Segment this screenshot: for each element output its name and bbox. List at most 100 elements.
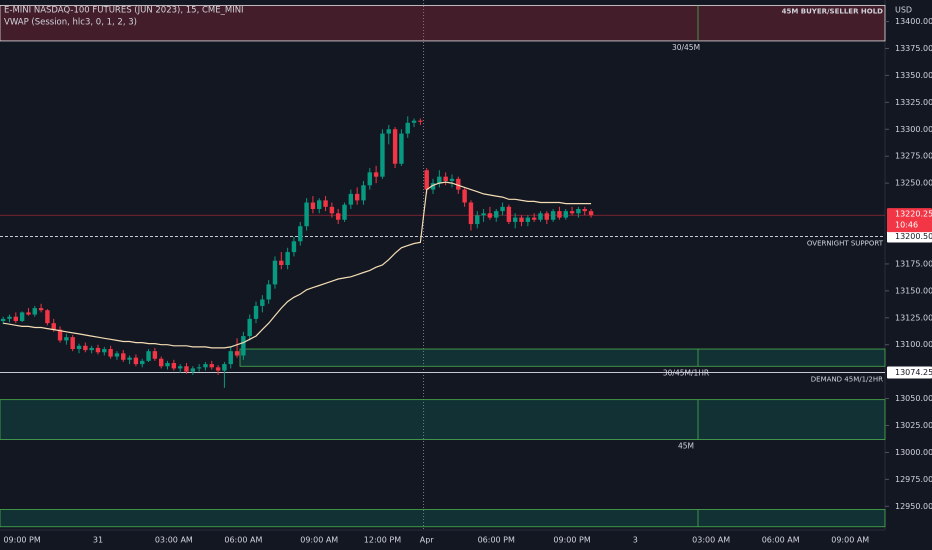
candle-body xyxy=(203,364,208,368)
candle-body xyxy=(38,308,44,311)
candle-body xyxy=(108,349,113,357)
candle-body xyxy=(512,217,518,222)
candle-body xyxy=(95,347,101,353)
candle-body xyxy=(405,122,410,134)
candle-body xyxy=(171,363,177,369)
candle-body xyxy=(544,213,550,220)
y-tick-label: 12975.00 xyxy=(895,475,932,484)
y-tick-label: 13175.00 xyxy=(895,259,932,268)
level-note: 30/45M/1HR xyxy=(663,368,709,377)
candle-body xyxy=(418,120,423,122)
candle-body xyxy=(443,176,448,181)
candle-body xyxy=(519,217,524,222)
candle-body xyxy=(45,310,50,324)
last-price-tag xyxy=(887,208,932,233)
candle-body xyxy=(500,206,505,212)
zone xyxy=(0,4,886,42)
x-tick-label: 06:00 AM xyxy=(224,536,262,545)
candle-body xyxy=(354,193,360,201)
candle-body xyxy=(76,345,82,350)
candle-body xyxy=(247,318,252,337)
candle-body xyxy=(424,170,429,190)
countdown: 10:46 xyxy=(895,221,918,230)
x-tick-label: 3 xyxy=(633,536,638,545)
candle-body xyxy=(557,211,562,218)
candle-body xyxy=(13,316,19,322)
y-tick-label: 13250.00 xyxy=(895,179,932,188)
candle-body xyxy=(582,208,587,212)
candle-body xyxy=(102,349,107,353)
candle-body xyxy=(133,357,139,365)
candle-body xyxy=(531,217,537,220)
chart-title: E-MINI NASDAQ-100 FUTURES (JUN 2023), 15… xyxy=(4,6,244,16)
x-tick-label: 03:00 AM xyxy=(155,536,193,545)
price-tag-label: 13200.50 xyxy=(895,232,932,241)
candle-body xyxy=(121,353,126,360)
currency: USD xyxy=(895,6,912,15)
candle-body xyxy=(215,367,221,371)
candle-body xyxy=(228,351,233,365)
y-tick-label: 12950.00 xyxy=(895,502,932,511)
y-tick-label: 13125.00 xyxy=(895,313,932,322)
candle-body xyxy=(83,345,88,351)
candle-body xyxy=(506,206,512,222)
candle-body xyxy=(222,364,227,371)
candle-body xyxy=(70,337,75,350)
candle-body xyxy=(569,211,575,214)
zone-note: 45M xyxy=(678,442,694,451)
candle-body xyxy=(285,252,290,265)
candle-body xyxy=(576,208,581,214)
candle-body xyxy=(190,368,196,372)
candle-body xyxy=(373,172,379,177)
candle-body xyxy=(588,211,594,216)
x-tick-label: 12:00 PM xyxy=(364,536,401,545)
indicator-label: VWAP (Session, hlc3, 0, 1, 2, 3) xyxy=(4,18,137,28)
candle-body xyxy=(241,336,246,356)
candle-body xyxy=(563,211,568,218)
candle-body xyxy=(494,211,499,218)
candle-body xyxy=(335,213,341,220)
candle-body xyxy=(266,284,271,300)
candle-body xyxy=(411,120,417,123)
candle-body xyxy=(462,189,467,203)
candle-body xyxy=(196,367,202,369)
candle-body xyxy=(310,202,316,209)
zone xyxy=(0,399,886,440)
candle-body xyxy=(7,316,12,319)
candle-body xyxy=(430,183,436,190)
candle-body xyxy=(342,204,347,220)
y-tick-label: 13150.00 xyxy=(895,286,932,295)
y-tick-label: 13275.00 xyxy=(895,152,932,161)
candle-body xyxy=(329,206,335,214)
candle-body xyxy=(481,213,486,216)
x-tick-label: 31 xyxy=(93,536,103,545)
y-tick-label: 13000.00 xyxy=(895,448,932,457)
candle-body xyxy=(158,358,164,367)
candle-body xyxy=(437,176,442,184)
candle-body xyxy=(380,133,385,177)
candle-body xyxy=(348,193,354,205)
candle-body xyxy=(19,312,25,322)
labels: 13400.00 13375.00 13350.00 13325.00 13300.00… xyxy=(3,7,932,545)
candle-body xyxy=(89,347,94,351)
price-tag xyxy=(887,230,932,243)
candle-body xyxy=(304,202,309,227)
x-tick-label: 03:00 AM xyxy=(692,536,730,545)
x-tick-label: Apr xyxy=(420,536,435,545)
vwap-line xyxy=(3,181,592,349)
y-tick-label: 13100.00 xyxy=(895,340,932,349)
candle-body xyxy=(550,211,556,220)
level-label: DEMAND 45M/1/2HR xyxy=(811,375,883,383)
candle-body xyxy=(51,323,56,330)
marks xyxy=(0,116,594,388)
candle-body xyxy=(177,366,183,369)
candle-body xyxy=(525,217,531,222)
candle-body xyxy=(165,363,170,367)
candle-body xyxy=(272,260,278,285)
y-tick-label: 13025.00 xyxy=(895,421,932,430)
x-tick-label: 09:00 PM xyxy=(553,536,590,545)
candle-body xyxy=(260,299,265,306)
candle-body xyxy=(361,185,366,201)
zone-note: 30/45M xyxy=(672,43,700,52)
